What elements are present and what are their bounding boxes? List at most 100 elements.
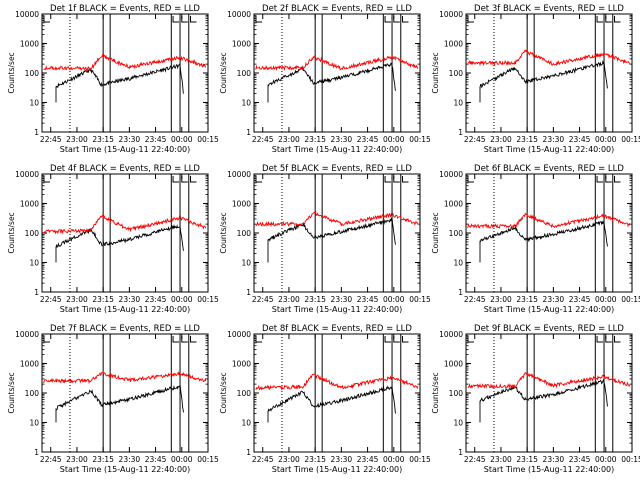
y-tick-label: 1 [458, 288, 463, 297]
x-tick-label: 00:15 [409, 135, 431, 144]
x-tick-label: 23:45 [145, 455, 167, 464]
x-axis-label: Start Time (15-Aug-11 22:40:00) [484, 465, 615, 474]
state-bracket [255, 336, 262, 343]
state-bracket [384, 16, 392, 23]
x-tick-label: 00:00 [595, 295, 617, 304]
chart-title: Det 9f BLACK = Events, RED = LLD [474, 324, 624, 334]
x-tick-label: 00:00 [383, 295, 405, 304]
x-tick-label: 00:15 [197, 135, 219, 144]
chart-panel-2: Det 2f BLACK = Events, RED = LLD 1 10 100 10… [219, 4, 431, 154]
y-tick-label: 100 [237, 389, 252, 398]
x-axis-label: Start Time (15-Aug-11 22:40:00) [60, 145, 191, 154]
x-tick-label: 00:15 [409, 455, 431, 464]
y-tick-label: 10000 [15, 330, 39, 339]
y-tick-label: 10000 [227, 10, 251, 19]
chart-panel-6: Det 6f BLACK = Events, RED = LLD 1 10 100 10… [431, 164, 640, 314]
y-axis-label: Counts/sec [219, 52, 228, 93]
x-axis-label: Start Time (15-Aug-11 22:40:00) [272, 145, 403, 154]
x-tick-label: 23:00 [66, 295, 88, 304]
x-tick-label: 23:45 [145, 135, 167, 144]
x-tick-label: 23:45 [569, 295, 591, 304]
y-tick-label: 10000 [227, 170, 251, 179]
x-tick-label: 23:30 [331, 135, 353, 144]
x-tick-label: 23:00 [490, 295, 512, 304]
x-tick-label: 23:15 [92, 135, 114, 144]
x-tick-label: 22:45 [464, 135, 486, 144]
y-axis-label: Counts/sec [431, 52, 440, 93]
y-tick-label: 100 [25, 69, 40, 78]
y-tick-label: 10000 [15, 170, 39, 179]
plot-frame [253, 333, 421, 453]
x-tick-label: 23:00 [278, 455, 300, 464]
y-tick-label: 10000 [439, 170, 463, 179]
x-tick-label: 00:15 [197, 295, 219, 304]
x-tick-label: 00:00 [171, 135, 193, 144]
series-line-lld [255, 211, 419, 228]
y-tick-label: 100 [237, 229, 252, 238]
series-line-lld [467, 212, 631, 229]
x-tick-label: 00:15 [409, 295, 431, 304]
x-tick-label: 23:00 [490, 135, 512, 144]
state-bracket [255, 176, 262, 183]
series-line-events [267, 385, 396, 423]
series-line-events [267, 217, 396, 263]
series-line-events [479, 220, 608, 263]
chart-panel-7: Det 7f BLACK = Events, RED = LLD 1 10 100 10… [7, 324, 219, 474]
x-tick-label: 23:00 [278, 135, 300, 144]
x-tick-label: 23:00 [66, 455, 88, 464]
state-bracket [402, 336, 409, 343]
y-tick-label: 1 [458, 128, 463, 137]
series-line-lld [467, 49, 631, 67]
plot-frame [465, 333, 633, 453]
chart-panel-8: Det 8f BLACK = Events, RED = LLD 1 10 100 10… [219, 324, 431, 474]
y-tick-label: 1 [246, 448, 251, 457]
x-tick-label: 23:15 [516, 135, 538, 144]
state-bracket [172, 336, 180, 343]
plot-frame [465, 13, 633, 133]
x-tick-label: 22:45 [252, 455, 274, 464]
series-line-lld [43, 53, 207, 72]
y-tick-label: 1000 [444, 360, 463, 369]
y-tick-label: 10000 [227, 330, 251, 339]
y-tick-label: 1 [246, 128, 251, 137]
x-tick-label: 00:15 [197, 455, 219, 464]
x-axis-label: Start Time (15-Aug-11 22:40:00) [484, 145, 615, 154]
x-tick-label: 23:45 [357, 455, 379, 464]
y-tick-label: 1 [34, 288, 39, 297]
x-tick-label: 23:00 [66, 135, 88, 144]
y-axis-label: Counts/sec [7, 212, 16, 253]
state-bracket [393, 176, 400, 183]
state-bracket [190, 336, 197, 343]
y-tick-label: 1000 [444, 40, 463, 49]
y-tick-label: 10000 [15, 10, 39, 19]
state-bracket [190, 176, 197, 183]
x-tick-label: 23:30 [543, 135, 565, 144]
state-bracket [596, 176, 604, 183]
series-line-lld [43, 370, 207, 385]
state-bracket [614, 336, 621, 343]
y-tick-label: 10 [241, 419, 251, 428]
y-tick-label: 10000 [439, 10, 463, 19]
y-tick-label: 100 [25, 389, 40, 398]
y-tick-label: 10 [453, 419, 463, 428]
plot-frame [465, 173, 633, 293]
y-tick-label: 100 [449, 389, 464, 398]
state-bracket [614, 16, 621, 23]
x-tick-label: 23:30 [543, 455, 565, 464]
chart-panel-3: Det 3f BLACK = Events, RED = LLD 1 10 100 10… [431, 4, 640, 154]
state-bracket [402, 176, 409, 183]
x-axis-label: Start Time (15-Aug-11 22:40:00) [272, 305, 403, 314]
state-bracket [43, 176, 50, 183]
x-tick-label: 23:00 [278, 295, 300, 304]
y-axis-label: Counts/sec [219, 372, 228, 413]
y-tick-label: 100 [449, 229, 464, 238]
x-tick-label: 23:30 [331, 295, 353, 304]
y-axis-label: Counts/sec [7, 52, 16, 93]
y-axis-label: Counts/sec [431, 372, 440, 413]
x-tick-label: 23:30 [119, 295, 141, 304]
x-tick-label: 23:00 [490, 455, 512, 464]
state-bracket [181, 16, 188, 23]
y-tick-label: 10 [241, 259, 251, 268]
state-bracket [605, 336, 612, 343]
